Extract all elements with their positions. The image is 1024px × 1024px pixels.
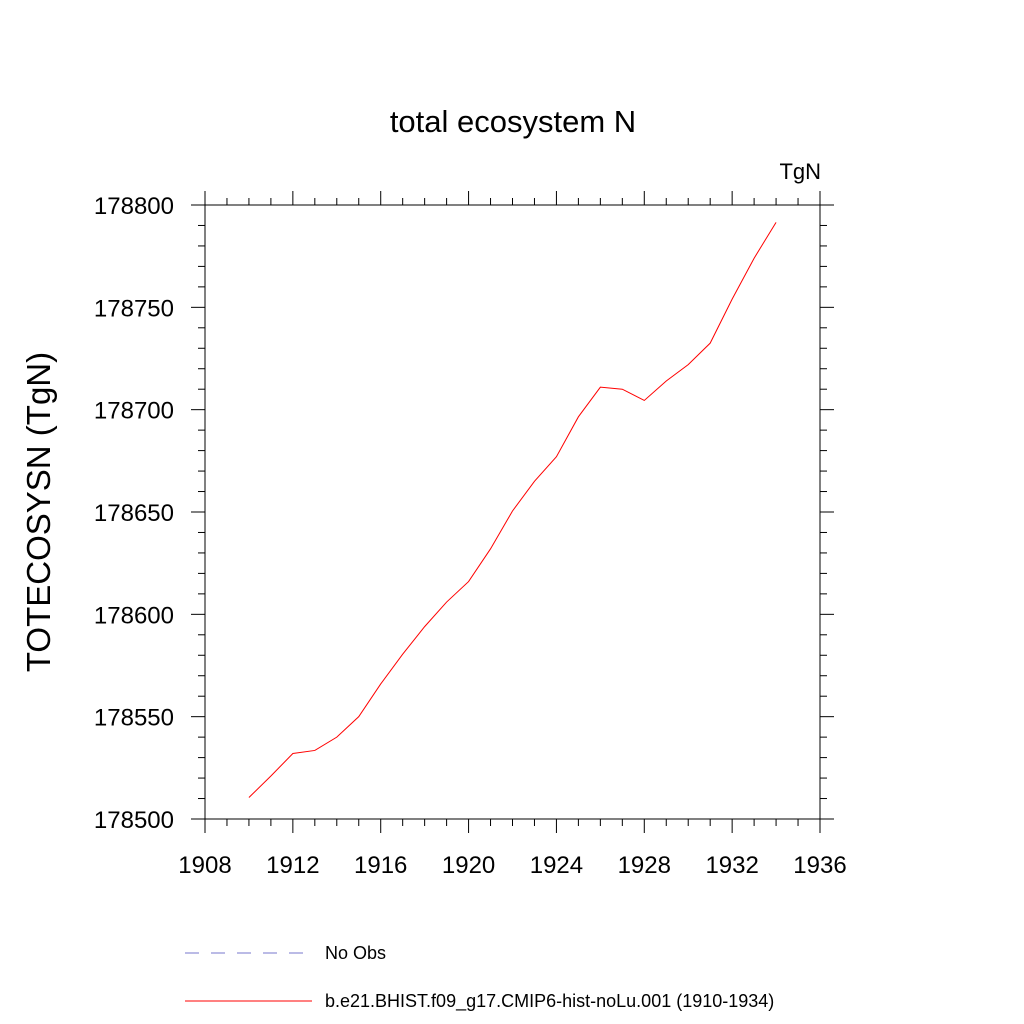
y-axis-label: TOTECOSYSN (TgN) [20,352,57,672]
legend-label: No Obs [325,943,386,963]
y-tick-labels: 178500 178550 178600 178650 178700 178750 1788… [94,193,174,834]
y-tick-label: 178600 [94,602,174,629]
x-tick-label: 1920 [442,852,495,879]
y-tick-label: 178750 [94,295,174,322]
y-tick-label: 178650 [94,500,174,527]
y-tick-label: 178700 [94,398,174,425]
x-tick-label: 1924 [530,852,583,879]
legend: No Obs b.e21.BHIST.f09_g17.CMIP6-hist-noL… [185,943,774,1012]
major-ticks [191,191,834,833]
y-tick-label: 178800 [94,193,174,220]
y-tick-label: 178550 [94,705,174,732]
series-layer [248,222,777,798]
x-tick-label: 1916 [354,852,407,879]
legend-label: b.e21.BHIST.f09_g17.CMIP6-hist-noLu.001 … [325,991,774,1012]
x-tick-labels: 1908 1912 1916 1920 1924 1928 1932 1936 [178,852,846,879]
chart-title: total ecosystem N [390,104,636,139]
plot-frame [204,204,821,820]
units-label: TgN [779,159,821,184]
x-tick-label: 1936 [793,852,846,879]
minor-ticks [198,198,827,826]
x-tick-label: 1912 [266,852,319,879]
y-tick-label: 178500 [94,807,174,834]
x-tick-label: 1932 [705,852,758,879]
series-line [248,222,777,798]
x-tick-label: 1928 [618,852,671,879]
x-tick-label: 1908 [178,852,231,879]
